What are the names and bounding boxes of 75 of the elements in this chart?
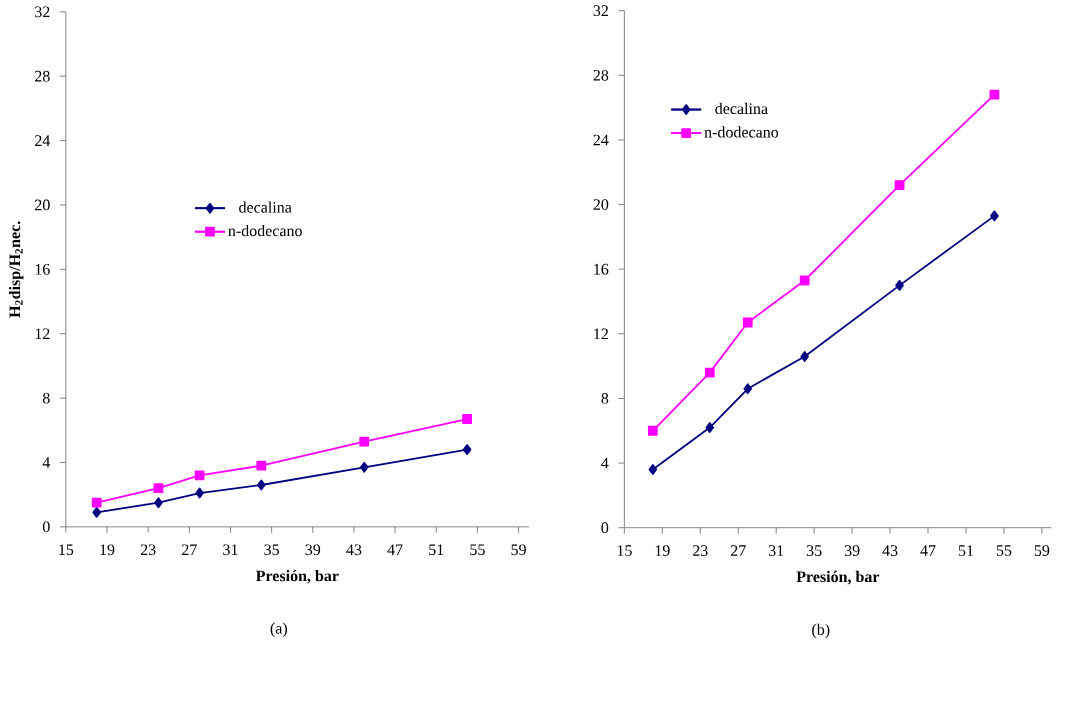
legend-label: n-dodecano bbox=[228, 224, 302, 237]
x-tick-label: 35 bbox=[806, 545, 822, 556]
x-tick-label: 47 bbox=[920, 545, 936, 556]
x-tick-label: 47 bbox=[387, 544, 403, 555]
x-tick-label: 15 bbox=[617, 545, 632, 556]
y-tick-label: 20 bbox=[593, 199, 609, 210]
x-tick-label: 39 bbox=[844, 545, 860, 556]
y-tick-label: 8 bbox=[601, 392, 609, 404]
legend-label: n-dodecano bbox=[704, 126, 779, 138]
point bbox=[743, 383, 752, 395]
x-tick-label: 15 bbox=[59, 544, 74, 555]
y-tick-label: 4 bbox=[601, 457, 609, 469]
point bbox=[704, 367, 715, 378]
y-tick-label: 24 bbox=[35, 135, 51, 146]
point bbox=[153, 483, 164, 494]
y-axis-title: H$_{2}$disp/H$_{2}$nec. bbox=[8, 221, 24, 318]
point bbox=[989, 89, 1000, 100]
x-tick-label: 39 bbox=[305, 544, 321, 556]
point bbox=[359, 461, 369, 473]
point bbox=[799, 275, 810, 286]
point bbox=[195, 487, 204, 499]
x-tick-label: 43 bbox=[346, 544, 362, 556]
x-tick-label: 43 bbox=[882, 545, 898, 556]
point bbox=[462, 444, 472, 455]
x-tick-label: 27 bbox=[730, 545, 746, 556]
legend-label: decalina bbox=[239, 201, 292, 213]
x-tick-label: 31 bbox=[223, 544, 238, 556]
y-tick-label: 4 bbox=[42, 457, 51, 468]
point bbox=[705, 422, 715, 433]
x-tick-label: 51 bbox=[958, 545, 974, 556]
x-tick-label: 31 bbox=[768, 545, 784, 556]
legend-label: decalina bbox=[715, 102, 768, 114]
text: (b) bbox=[812, 623, 830, 639]
x-tick-label: 55 bbox=[470, 544, 485, 555]
y-tick-label: 16 bbox=[35, 263, 50, 275]
x-tick-label: 51 bbox=[429, 544, 444, 555]
point bbox=[800, 350, 809, 362]
y-tick-label: 24 bbox=[593, 134, 609, 146]
point bbox=[462, 414, 473, 424]
x-tick-label: 19 bbox=[655, 545, 670, 556]
y-tick-label: 8 bbox=[42, 392, 50, 404]
y-tick-label: 28 bbox=[35, 70, 50, 82]
point bbox=[742, 317, 753, 328]
x-tick-label: 27 bbox=[182, 544, 197, 555]
y-tick-label: 20 bbox=[35, 199, 50, 211]
point bbox=[894, 180, 905, 190]
point bbox=[359, 436, 370, 447]
point bbox=[92, 506, 101, 518]
x-tick-label: 23 bbox=[692, 545, 708, 556]
x-axis-title: Presión, bar bbox=[255, 569, 339, 584]
x-tick-label: 59 bbox=[1034, 545, 1050, 556]
y-tick-label: 12 bbox=[35, 328, 50, 339]
y-tick-label: 16 bbox=[594, 263, 609, 275]
y-tick-label: 0 bbox=[42, 521, 50, 533]
y-tick-label: 28 bbox=[593, 69, 609, 81]
x-tick-label: 23 bbox=[140, 544, 156, 556]
point bbox=[990, 210, 999, 222]
point bbox=[895, 279, 904, 291]
point bbox=[257, 479, 266, 491]
x-tick-label: 19 bbox=[100, 544, 115, 556]
y-tick-label: 0 bbox=[601, 522, 609, 533]
point bbox=[256, 460, 267, 471]
x-axis-title: Presión, bar bbox=[796, 570, 880, 585]
point bbox=[194, 470, 205, 481]
x-tick-label: 55 bbox=[996, 545, 1012, 556]
y-tick-label: 12 bbox=[594, 328, 608, 340]
x-tick-label: 59 bbox=[511, 544, 526, 556]
point bbox=[154, 497, 163, 509]
text: (a) bbox=[270, 622, 288, 637]
y-tick-label: 32 bbox=[593, 5, 608, 16]
y-tick-label: 32 bbox=[35, 6, 50, 18]
point bbox=[91, 497, 102, 508]
x-tick-label: 35 bbox=[264, 544, 279, 556]
point bbox=[648, 464, 658, 475]
point bbox=[647, 425, 658, 436]
